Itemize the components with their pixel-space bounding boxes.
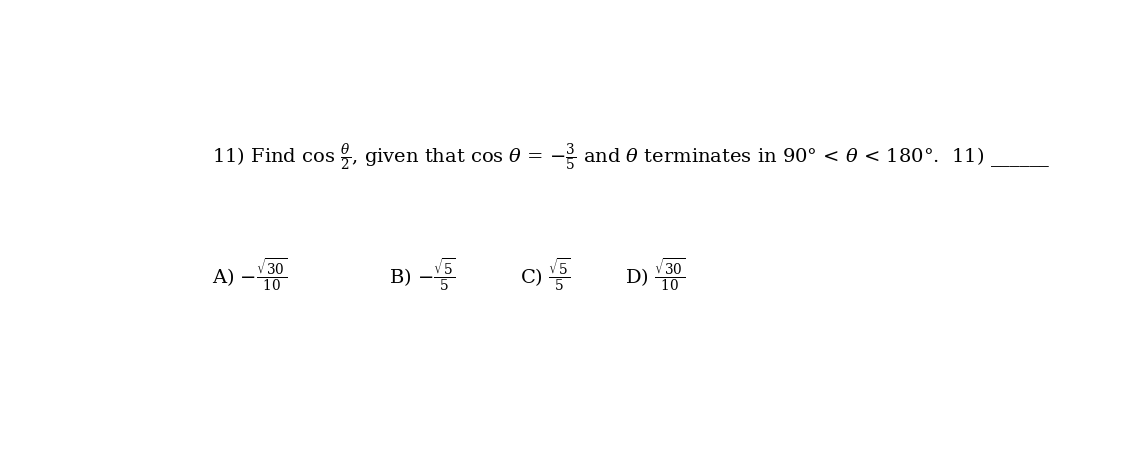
- Text: A) $-\frac{\sqrt{30}}{10}$: A) $-\frac{\sqrt{30}}{10}$: [213, 257, 287, 293]
- Text: C) $\frac{\sqrt{5}}{5}$: C) $\frac{\sqrt{5}}{5}$: [520, 257, 570, 293]
- Text: 11) Find cos $\frac{\theta}{2}$, given that cos $\theta$ = $-\frac{3}{5}$ and $\: 11) Find cos $\frac{\theta}{2}$, given t…: [213, 141, 1051, 174]
- Text: B) $-\frac{\sqrt{5}}{5}$: B) $-\frac{\sqrt{5}}{5}$: [389, 257, 456, 293]
- Text: D) $\frac{\sqrt{30}}{10}$: D) $\frac{\sqrt{30}}{10}$: [624, 257, 685, 293]
